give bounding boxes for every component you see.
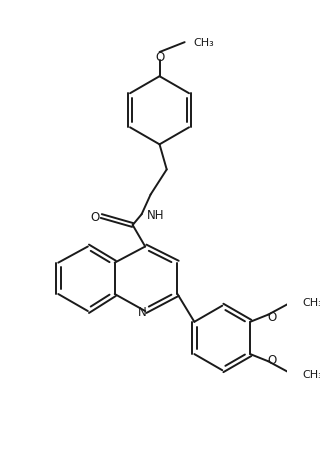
- Text: CH₃: CH₃: [302, 369, 320, 379]
- Text: N: N: [138, 306, 147, 319]
- Text: O: O: [267, 310, 276, 323]
- Text: O: O: [90, 210, 100, 223]
- Text: CH₃: CH₃: [302, 297, 320, 308]
- Text: NH: NH: [147, 208, 165, 221]
- Text: O: O: [155, 51, 164, 64]
- Text: O: O: [267, 353, 276, 366]
- Text: CH₃: CH₃: [194, 38, 214, 48]
